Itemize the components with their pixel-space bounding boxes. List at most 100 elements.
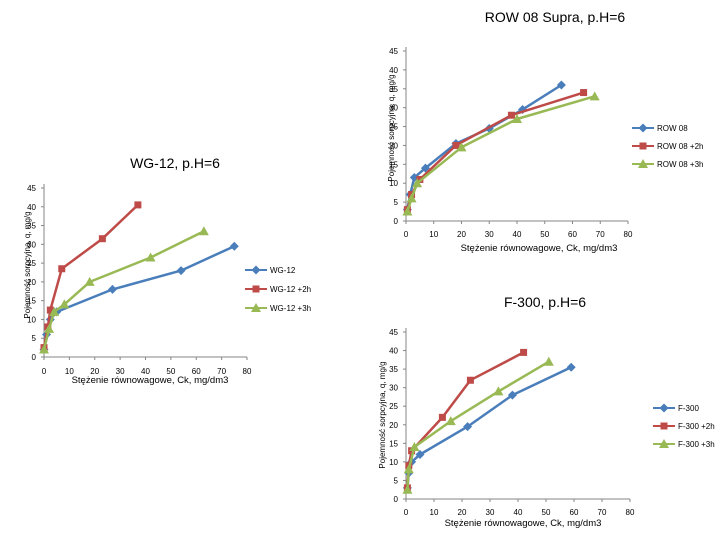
data-point-f-300-3h bbox=[403, 464, 414, 474]
x-tick-label: 50 bbox=[542, 508, 551, 517]
chart-wg12: WG-12, p.H=6 0 5 10 15 20 25 30 35 40 45 0 10 20 30 40 5… bbox=[0, 150, 400, 400]
y-tick-label: 45 bbox=[27, 184, 36, 193]
x-tick-label: 70 bbox=[217, 367, 226, 376]
y-tick-label: 30 bbox=[389, 104, 398, 113]
data-point-wg-12-3h bbox=[145, 252, 156, 262]
x-tick-label: 0 bbox=[404, 508, 409, 517]
chart-title: WG-12, p.H=6 bbox=[130, 155, 220, 171]
x-tick-label: 20 bbox=[457, 230, 466, 239]
x-tick-label: 50 bbox=[166, 367, 175, 376]
y-tick-label: 15 bbox=[389, 160, 398, 169]
legend-marker-f-300 bbox=[659, 403, 669, 413]
series-line-f-300-3h bbox=[406, 360, 550, 490]
legend-label-wg-12-3h: WG-12 +3h bbox=[270, 304, 311, 313]
data-point-row-08-3h bbox=[512, 114, 522, 123]
legend-marker-row-08-3h bbox=[638, 159, 648, 168]
data-point-wg-12-2h bbox=[46, 306, 54, 314]
y-tick-label: 30 bbox=[27, 240, 36, 249]
y-tick-label: 20 bbox=[389, 141, 398, 150]
series-line-wg-12-2h bbox=[42, 203, 139, 348]
x-tick-label: 50 bbox=[540, 230, 549, 239]
data-point-wg-12-3h bbox=[49, 306, 60, 316]
x-tick-label: 40 bbox=[141, 367, 150, 376]
legend-label-wg-12: WG-12 bbox=[270, 266, 296, 275]
data-point-row-08 bbox=[556, 80, 566, 90]
chart-row08: ROW 08 Supra, p.H=6 0 5 10 15 20 25 30 35 40 45 0 10… bbox=[387, 9, 703, 254]
y-tick-label: 10 bbox=[27, 315, 36, 324]
chart-wg12-svg: WG-12, p.H=6 0 5 10 15 20 25 30 35 40 45 0 10 20 30 40 5… bbox=[23, 155, 311, 386]
chart-f300-svg: F-300, p.H=6 0 5 10 15 20 25 30 35 40 45 0 10 20 30 40 5… bbox=[378, 294, 715, 529]
legend-marker-wg-12 bbox=[251, 265, 261, 275]
legend-label-row-08-3h: ROW 08 +3h bbox=[657, 160, 703, 169]
x-tick-label: 0 bbox=[404, 230, 409, 239]
y-tick-label: 0 bbox=[394, 217, 399, 226]
data-point-row-08-3h bbox=[589, 91, 600, 101]
legend-label-wg-12-2h: WG-12 +2h bbox=[270, 285, 311, 294]
chart-f300: F-300, p.H=6 0 5 10 15 20 25 30 35 40 45 0 10 20 30 40 5… bbox=[360, 285, 720, 540]
data-point-row-08-2h bbox=[507, 111, 515, 119]
y-tick-label: 15 bbox=[27, 297, 36, 306]
data-point-wg-12-2h bbox=[98, 235, 106, 243]
series-line-row-08 bbox=[406, 83, 563, 210]
data-point-f-300-3h bbox=[493, 386, 504, 396]
data-point-wg-12-2h bbox=[134, 201, 142, 209]
y-tick-label: 0 bbox=[394, 495, 399, 504]
legend-label-f-300-3h: F-300 +3h bbox=[678, 440, 715, 449]
chart-title: F-300, p.H=6 bbox=[504, 294, 586, 310]
y-tick-label: 40 bbox=[389, 347, 398, 356]
series-line-wg-12-3h bbox=[42, 230, 205, 350]
legend-label-f-300: F-300 bbox=[678, 404, 699, 413]
x-tick-label: 70 bbox=[596, 230, 605, 239]
x-tick-label: 20 bbox=[90, 367, 99, 376]
data-point-wg-12 bbox=[108, 284, 118, 294]
y-tick-label: 35 bbox=[27, 222, 36, 231]
x-axis-label: Stężenie równowagowe, Ck, mg/dm3 bbox=[461, 243, 618, 254]
data-point-row-08-3h bbox=[406, 193, 417, 203]
y-tick-label: 25 bbox=[389, 402, 398, 411]
x-tick-label: 80 bbox=[243, 367, 252, 376]
x-tick-label: 80 bbox=[626, 508, 635, 517]
data-point-f-300-2h bbox=[466, 376, 474, 384]
y-tick-label: 5 bbox=[394, 476, 399, 485]
x-tick-label: 20 bbox=[458, 508, 467, 517]
y-tick-label: 5 bbox=[394, 198, 399, 207]
y-tick-label: 40 bbox=[389, 66, 398, 75]
y-tick-label: 15 bbox=[389, 439, 398, 448]
data-point-f-300 bbox=[507, 390, 517, 400]
data-point-row-08-3h bbox=[456, 142, 467, 152]
data-point-wg-12 bbox=[229, 241, 239, 251]
y-tick-label: 5 bbox=[32, 334, 37, 343]
series-line-row-08-3h bbox=[406, 95, 596, 212]
x-tick-label: 60 bbox=[570, 508, 579, 517]
y-tick-label: 0 bbox=[32, 353, 37, 362]
x-tick-label: 40 bbox=[514, 508, 523, 517]
x-tick-label: 60 bbox=[568, 230, 577, 239]
chart-title: ROW 08 Supra, p.H=6 bbox=[485, 9, 626, 25]
data-point-f-300-3h bbox=[445, 416, 456, 426]
series-line-f-300-2h bbox=[406, 351, 525, 488]
data-point-wg-12-3h bbox=[39, 344, 49, 354]
legend-label-row-08: ROW 08 bbox=[657, 124, 688, 133]
y-tick-label: 20 bbox=[389, 421, 398, 430]
legend-marker-wg-12-3h bbox=[251, 303, 261, 312]
legend-label-row-08-2h: ROW 08 +2h bbox=[657, 142, 703, 151]
y-tick-label: 25 bbox=[389, 123, 398, 132]
x-tick-label: 70 bbox=[598, 508, 607, 517]
x-tick-label: 0 bbox=[42, 367, 47, 376]
y-tick-label: 10 bbox=[389, 458, 398, 467]
y-tick-label: 10 bbox=[389, 179, 398, 188]
data-point-f-300 bbox=[566, 362, 576, 372]
data-point-row-08-3h bbox=[412, 178, 423, 188]
x-tick-label: 10 bbox=[65, 367, 74, 376]
y-tick-label: 45 bbox=[389, 47, 398, 56]
y-axis-label: Pojemność sorpcyjna, q, mg/g bbox=[23, 211, 32, 318]
x-tick-label: 30 bbox=[116, 367, 125, 376]
legend-marker-f-300-3h bbox=[659, 439, 669, 448]
data-point-f-300-2h bbox=[520, 348, 528, 356]
x-tick-label: 60 bbox=[192, 367, 201, 376]
y-tick-label: 40 bbox=[27, 203, 36, 212]
y-axis-label: Pojemność sorpcyjna, q, mg/g bbox=[387, 74, 396, 181]
data-point-f-300-2h bbox=[438, 413, 446, 421]
x-axis-label: Stężenie równowagowe, Ck, mg/dm3 bbox=[72, 375, 229, 386]
data-point-wg-12-3h bbox=[44, 323, 55, 333]
